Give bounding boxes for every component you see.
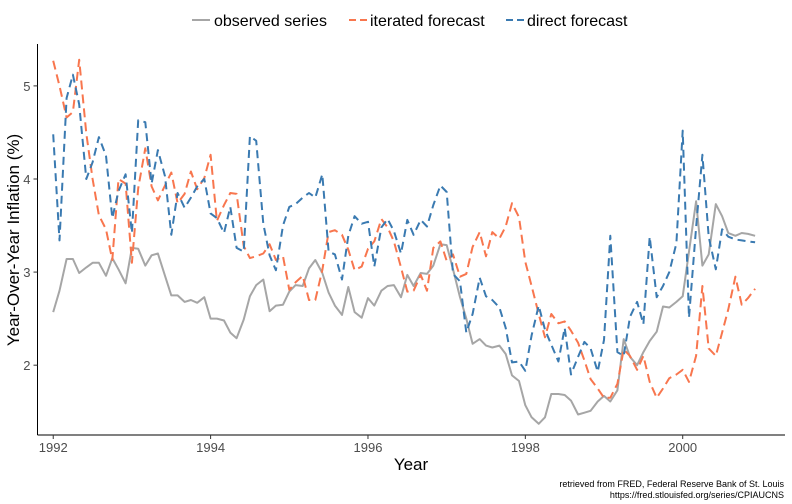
- x-tick-label: 1992: [39, 440, 68, 455]
- legend: observed series iterated forecast direct…: [192, 13, 628, 30]
- y-axis-ticks: 2 3 4 5: [23, 79, 38, 373]
- x-tick-label: 1996: [354, 440, 383, 455]
- x-axis-ticks: 1992 1994 1996 1998 2000: [39, 435, 697, 455]
- plot-area: [52, 58, 756, 425]
- legend-label-direct-forecast: direct forecast: [527, 13, 628, 30]
- x-tick-label: 2000: [668, 440, 697, 455]
- x-tick-label: 1998: [511, 440, 540, 455]
- legend-label-observed-series: observed series: [214, 13, 327, 30]
- y-tick-label: 3: [23, 265, 30, 280]
- x-axis-title: Year: [394, 455, 429, 474]
- x-tick-label: 1994: [196, 440, 225, 455]
- caption-source: retrieved from FRED, Federal Reserve Ban…: [559, 479, 784, 489]
- series-line-iterated-forecast: [52, 58, 756, 399]
- y-tick-label: 5: [23, 79, 30, 94]
- y-axis-title: Year-Over-Year Inflation (%): [4, 134, 23, 346]
- caption-url: https://fred.stlouisfed.org/series/CPIAU…: [610, 490, 784, 500]
- y-tick-label: 4: [23, 172, 30, 187]
- series-line-direct-forecast: [52, 73, 756, 376]
- series-line-observed-series: [52, 200, 756, 425]
- legend-label-iterated-forecast: iterated forecast: [370, 13, 485, 30]
- y-tick-label: 2: [23, 358, 30, 373]
